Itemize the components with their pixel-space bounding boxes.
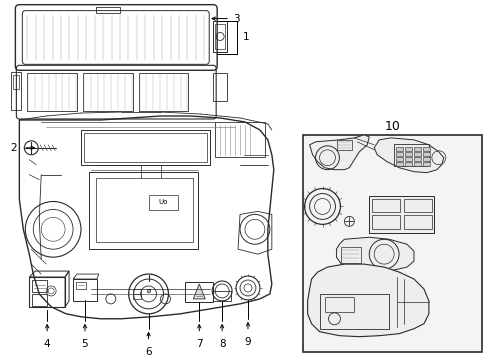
Bar	[403, 198, 431, 212]
Bar	[76, 282, 86, 289]
Bar	[337, 140, 352, 150]
Bar	[413, 162, 420, 166]
Bar	[83, 73, 132, 111]
Text: 6: 6	[145, 347, 152, 357]
Bar	[215, 122, 264, 157]
Bar	[413, 152, 420, 156]
Bar	[73, 279, 97, 301]
Bar	[404, 157, 411, 161]
Polygon shape	[309, 135, 368, 170]
Text: 1: 1	[243, 32, 249, 42]
Text: 9: 9	[244, 337, 251, 347]
Polygon shape	[336, 237, 413, 272]
Bar	[341, 247, 361, 263]
Bar	[413, 147, 420, 151]
Bar	[27, 73, 77, 111]
Polygon shape	[193, 284, 205, 299]
Bar	[148, 194, 178, 211]
Text: 4: 4	[44, 339, 50, 349]
Bar	[403, 215, 431, 229]
Bar	[84, 133, 207, 162]
Text: 3: 3	[233, 14, 239, 24]
Text: ø: ø	[146, 288, 150, 294]
Bar	[422, 162, 429, 166]
Text: 7: 7	[196, 339, 202, 349]
Bar	[422, 147, 429, 151]
Bar	[404, 152, 411, 156]
Bar	[96, 6, 120, 13]
Bar	[302, 135, 481, 352]
Text: 5: 5	[81, 339, 88, 349]
Bar	[371, 215, 399, 229]
Bar	[393, 144, 428, 166]
Bar	[213, 73, 226, 101]
Bar	[371, 198, 399, 212]
Bar	[29, 277, 65, 307]
Bar	[422, 152, 429, 156]
Bar	[213, 21, 226, 53]
Bar	[13, 75, 20, 89]
Bar	[395, 162, 402, 166]
Bar	[324, 297, 354, 312]
Bar	[139, 73, 188, 111]
Bar	[319, 294, 388, 329]
Text: 8: 8	[218, 339, 225, 349]
Polygon shape	[373, 138, 443, 173]
Bar	[185, 282, 213, 302]
Bar	[215, 23, 224, 49]
Bar	[422, 157, 429, 161]
Bar	[11, 72, 21, 110]
Polygon shape	[307, 264, 428, 337]
Text: Uo: Uo	[159, 199, 168, 206]
Text: 10: 10	[384, 121, 399, 134]
Bar	[395, 157, 402, 161]
Bar	[368, 195, 433, 233]
Bar	[132, 289, 141, 299]
Text: 2: 2	[11, 143, 18, 153]
Bar	[32, 280, 47, 292]
Bar	[395, 147, 402, 151]
Bar	[413, 157, 420, 161]
Bar	[404, 147, 411, 151]
Bar	[395, 152, 402, 156]
Bar	[32, 294, 47, 306]
Bar	[404, 162, 411, 166]
Bar	[81, 130, 210, 165]
